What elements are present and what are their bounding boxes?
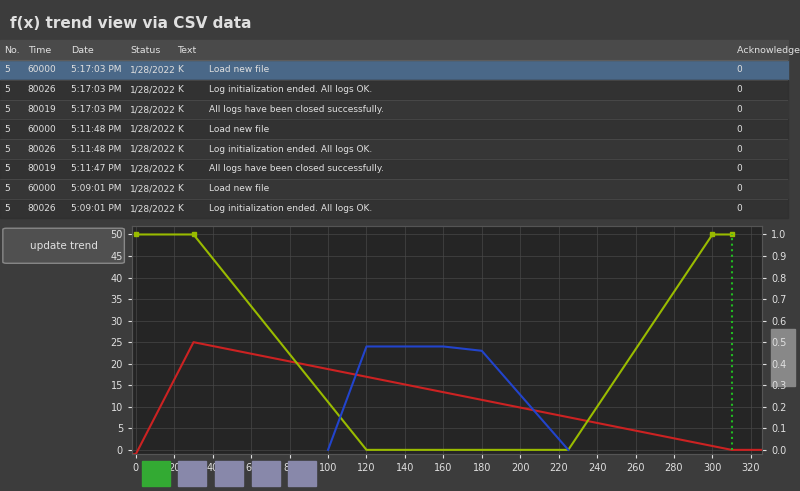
Bar bbox=[0, 199, 788, 218]
Text: 80019: 80019 bbox=[27, 105, 56, 114]
Text: Acknowledge group: Acknowledge group bbox=[737, 46, 800, 55]
Text: 5: 5 bbox=[4, 65, 10, 75]
Text: Log initialization ended. All logs OK.: Log initialization ended. All logs OK. bbox=[209, 204, 372, 213]
Text: 0: 0 bbox=[737, 184, 742, 193]
Text: 1/28/2022: 1/28/2022 bbox=[130, 125, 176, 134]
Bar bbox=[0, 80, 788, 100]
Text: 5:09:01 PM: 5:09:01 PM bbox=[71, 204, 122, 213]
Text: 80019: 80019 bbox=[27, 164, 56, 173]
Text: K: K bbox=[178, 85, 183, 94]
Bar bbox=[0, 100, 788, 119]
Bar bbox=[0, 159, 788, 179]
Text: K: K bbox=[178, 164, 183, 173]
Bar bbox=[0, 40, 788, 60]
Text: 60000: 60000 bbox=[27, 65, 56, 75]
Text: Load new file: Load new file bbox=[209, 125, 269, 134]
Bar bbox=[142, 461, 170, 486]
Text: 1/28/2022: 1/28/2022 bbox=[130, 184, 176, 193]
Text: 1/28/2022: 1/28/2022 bbox=[130, 105, 176, 114]
Text: K: K bbox=[178, 145, 183, 154]
Bar bbox=[0, 139, 788, 159]
Bar bbox=[214, 461, 243, 486]
Text: 5: 5 bbox=[4, 184, 10, 193]
Bar bbox=[0, 80, 788, 100]
Bar bbox=[771, 328, 795, 386]
Text: All logs have been closed successfully.: All logs have been closed successfully. bbox=[209, 164, 384, 173]
Text: 0: 0 bbox=[737, 145, 742, 154]
Text: 5: 5 bbox=[4, 125, 10, 134]
Bar bbox=[288, 461, 317, 486]
Text: 80026: 80026 bbox=[27, 204, 56, 213]
Text: Load new file: Load new file bbox=[209, 65, 269, 75]
Text: 5: 5 bbox=[4, 85, 10, 94]
Text: 0: 0 bbox=[737, 164, 742, 173]
Text: K: K bbox=[178, 125, 183, 134]
Bar bbox=[178, 461, 206, 486]
Bar bbox=[0, 119, 788, 139]
Text: 1/28/2022: 1/28/2022 bbox=[130, 85, 176, 94]
Text: f(x) trend view via CSV data: f(x) trend view via CSV data bbox=[10, 16, 251, 31]
Text: 1/28/2022: 1/28/2022 bbox=[130, 204, 176, 213]
Text: Time: Time bbox=[27, 46, 51, 55]
Text: All logs have been closed successfully.: All logs have been closed successfully. bbox=[209, 105, 384, 114]
Text: 1/28/2022: 1/28/2022 bbox=[130, 164, 176, 173]
Text: 80026: 80026 bbox=[27, 85, 56, 94]
Text: 0: 0 bbox=[737, 85, 742, 94]
Text: K: K bbox=[178, 184, 183, 193]
Text: 5:17:03 PM: 5:17:03 PM bbox=[71, 85, 122, 94]
Text: 0: 0 bbox=[737, 65, 742, 75]
Text: K: K bbox=[178, 105, 183, 114]
Bar bbox=[0, 60, 788, 80]
FancyBboxPatch shape bbox=[3, 228, 124, 263]
Bar bbox=[0, 119, 788, 139]
Text: 60000: 60000 bbox=[27, 184, 56, 193]
Bar bbox=[0, 199, 788, 218]
Text: 5: 5 bbox=[4, 164, 10, 173]
Text: No.: No. bbox=[4, 46, 19, 55]
Text: Log initialization ended. All logs OK.: Log initialization ended. All logs OK. bbox=[209, 145, 372, 154]
Text: 0: 0 bbox=[737, 125, 742, 134]
Text: 5:11:48 PM: 5:11:48 PM bbox=[71, 145, 122, 154]
Text: 5:11:48 PM: 5:11:48 PM bbox=[71, 125, 122, 134]
Text: 5: 5 bbox=[4, 204, 10, 213]
Text: 0: 0 bbox=[737, 204, 742, 213]
Text: Text: Text bbox=[178, 46, 197, 55]
Text: 1/28/2022: 1/28/2022 bbox=[130, 145, 176, 154]
Text: Date: Date bbox=[71, 46, 94, 55]
Text: Load new file: Load new file bbox=[209, 184, 269, 193]
Bar bbox=[0, 179, 788, 199]
Text: 5:09:01 PM: 5:09:01 PM bbox=[71, 184, 122, 193]
Text: K: K bbox=[178, 204, 183, 213]
Text: Status: Status bbox=[130, 46, 160, 55]
Bar bbox=[0, 159, 788, 179]
Text: 1/28/2022: 1/28/2022 bbox=[130, 65, 176, 75]
Text: 5: 5 bbox=[4, 105, 10, 114]
Text: 60000: 60000 bbox=[27, 125, 56, 134]
Text: Log initialization ended. All logs OK.: Log initialization ended. All logs OK. bbox=[209, 85, 372, 94]
Text: update trend: update trend bbox=[30, 241, 98, 251]
Text: 5:17:03 PM: 5:17:03 PM bbox=[71, 105, 122, 114]
Text: 5:11:47 PM: 5:11:47 PM bbox=[71, 164, 122, 173]
Text: 5: 5 bbox=[4, 145, 10, 154]
Text: 5:17:03 PM: 5:17:03 PM bbox=[71, 65, 122, 75]
Text: 0: 0 bbox=[737, 105, 742, 114]
Text: 80026: 80026 bbox=[27, 145, 56, 154]
Text: K: K bbox=[178, 65, 183, 75]
Bar bbox=[251, 461, 280, 486]
